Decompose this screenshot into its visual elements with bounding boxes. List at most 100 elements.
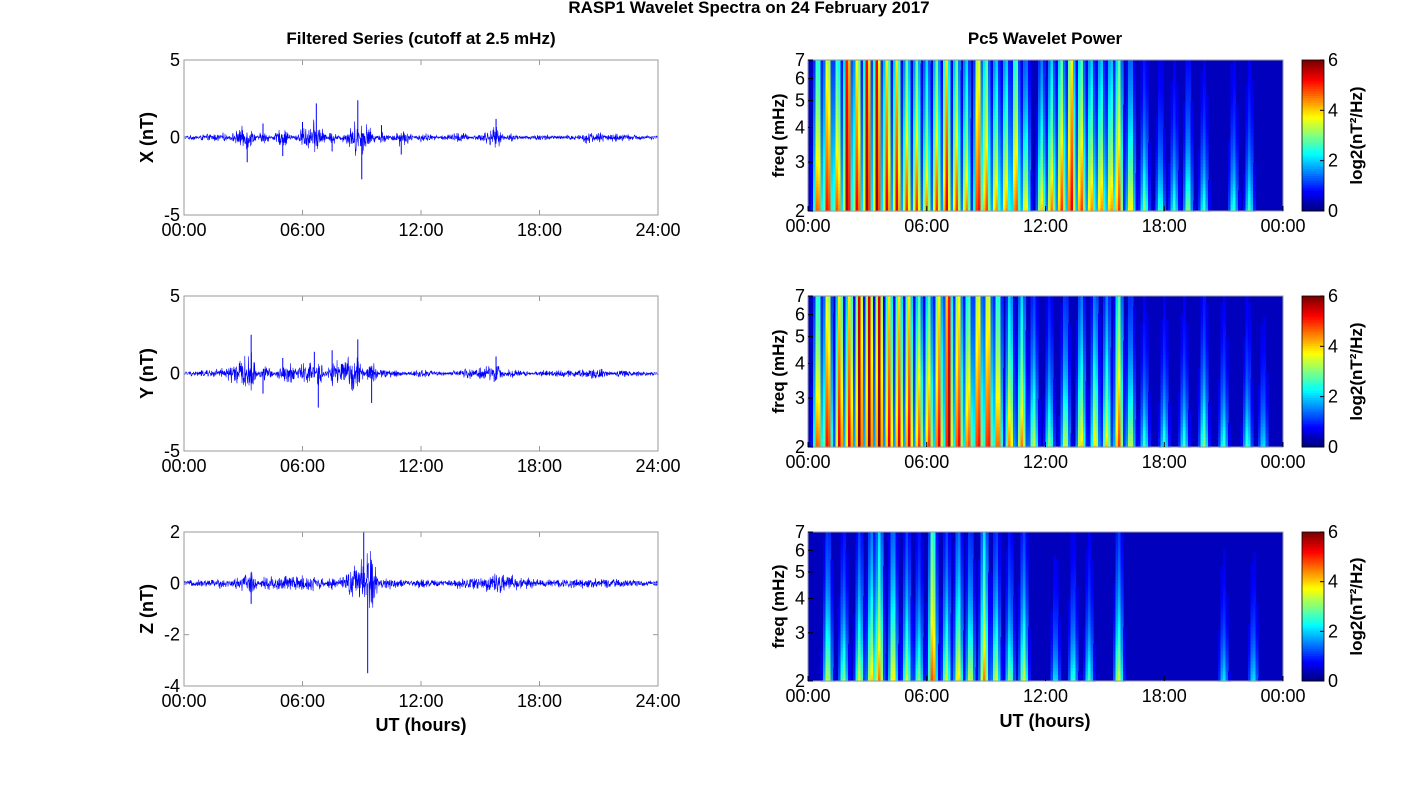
x-tick-label: 24:00: [635, 220, 680, 240]
heatmap-cell: [968, 60, 971, 64]
heatmap-cell: [968, 84, 971, 88]
heatmap-cell: [1028, 166, 1031, 170]
heatmap-cell: [958, 67, 961, 71]
heatmap-cell: [968, 77, 971, 81]
y-axis-label: Z (nT): [137, 584, 157, 634]
heatmap-cell: [968, 81, 971, 85]
y-tick-label: 0: [170, 128, 180, 148]
series-trace: [184, 352, 658, 391]
x-tick-label: 06:00: [280, 220, 325, 240]
y-tick-label: 2: [170, 522, 180, 542]
heatmap-cell: [1028, 142, 1031, 146]
heatmap-cell: [1043, 60, 1046, 64]
x-axis-label-left: UT (hours): [376, 715, 467, 735]
heatmap-cell: [1028, 101, 1031, 105]
x-tick-label: 24:00: [635, 456, 680, 476]
heatmap-cell: [1031, 170, 1034, 174]
heatmap-cell: [1028, 146, 1031, 150]
heatmap-cell: [918, 60, 921, 64]
heatmap-cell: [1028, 77, 1031, 81]
heatmap-cell: [1043, 70, 1046, 74]
heatmap-cell: [958, 60, 961, 64]
x-tick-label: 06:00: [280, 691, 325, 711]
heatmap-cell: [928, 60, 931, 64]
heatmap-cell: [1028, 105, 1031, 109]
heatmap-cell: [1028, 111, 1031, 115]
heatmap-cell: [968, 74, 971, 78]
heatmap-cell: [1031, 190, 1034, 194]
heatmap-cell: [968, 108, 971, 112]
heatmap-cell: [1028, 67, 1031, 71]
heatmap-cell: [968, 63, 971, 67]
heatmap-cell: [1028, 81, 1031, 85]
heatmap-cell: [1028, 163, 1031, 167]
heatmap-cell: [958, 63, 961, 67]
y-tick-label: -2: [164, 625, 180, 645]
heatmap-cell: [1028, 70, 1031, 74]
heatmap-cell: [1028, 136, 1031, 140]
x-tick-label: 18:00: [517, 220, 562, 240]
x-tick-label: 24:00: [635, 691, 680, 711]
heatmap-cell: [968, 70, 971, 74]
x-tick-label: 06:00: [280, 456, 325, 476]
heatmap-cell: [1031, 180, 1034, 184]
heatmap-cell: [1028, 91, 1031, 95]
heatmap-cell: [1028, 122, 1031, 126]
heatmap-cell: [1043, 63, 1046, 67]
heatmap-cell: [1043, 67, 1046, 71]
y-tick-label: 0: [170, 573, 180, 593]
heatmap-cell: [1031, 173, 1034, 177]
heatmap-cell: [1028, 118, 1031, 122]
heatmap-cell: [968, 111, 971, 115]
heatmap-cell: [1028, 87, 1031, 91]
heatmap-cell: [968, 105, 971, 109]
right-column-title: Pc5 Wavelet Power: [968, 29, 1123, 48]
heatmap-cell: [1031, 187, 1034, 191]
heatmap-cell: [1028, 153, 1031, 157]
heatmap-cell: [968, 98, 971, 102]
heatmap-cell: [1028, 132, 1031, 136]
x-tick-label: 00:00: [161, 456, 206, 476]
x-axis-label-right: UT (hours): [1000, 711, 1091, 731]
heatmap-cell: [1028, 115, 1031, 119]
x-tick-label: 12:00: [398, 220, 443, 240]
heatmap-cell: [968, 67, 971, 71]
heatmap-cell: [1043, 74, 1046, 78]
y-axis-label: X (nT): [137, 112, 157, 163]
heatmap-cell: [1028, 160, 1031, 164]
heatmap-cell: [1028, 129, 1031, 133]
y-tick-label: 0: [170, 364, 180, 384]
heatmap-cell: [1031, 204, 1034, 208]
heatmap-cell: [1031, 194, 1034, 198]
heatmap-cell: [1031, 197, 1034, 201]
heatmap-cell: [1028, 84, 1031, 88]
heatmap-cell: [1028, 60, 1031, 64]
series-trace: [184, 551, 658, 608]
heatmap-cell: [968, 115, 971, 119]
y-axis-label: Y (nT): [137, 348, 157, 399]
heatmap-cell: [968, 94, 971, 98]
x-tick-label: 00:00: [161, 220, 206, 240]
y-tick-label: 5: [170, 286, 180, 306]
left-column-title: Filtered Series (cutoff at 2.5 mHz): [286, 29, 555, 48]
x-tick-label: 12:00: [398, 691, 443, 711]
heatmap-cell: [1028, 125, 1031, 129]
heatmap-cell: [1031, 184, 1034, 188]
heatmap-cell: [1028, 108, 1031, 112]
x-tick-label: 00:00: [161, 691, 206, 711]
heatmap-cell: [968, 101, 971, 105]
heatmap-cell: [968, 91, 971, 95]
axes-frame: [184, 532, 658, 686]
heatmap-cell: [1028, 63, 1031, 67]
heatmap-cell: [1031, 201, 1034, 205]
series-trace: [184, 120, 658, 156]
x-tick-label: 18:00: [517, 456, 562, 476]
x-tick-label: 12:00: [398, 456, 443, 476]
x-tick-label: 18:00: [517, 691, 562, 711]
